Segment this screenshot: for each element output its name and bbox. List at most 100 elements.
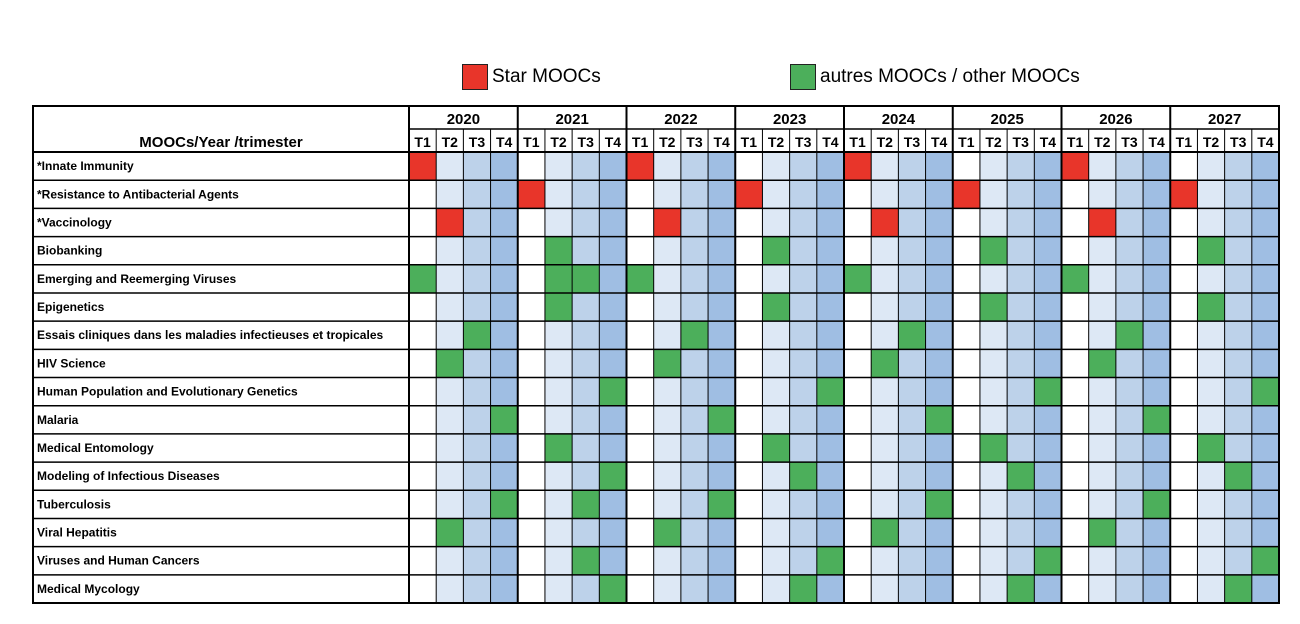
course-cell (1007, 574, 1035, 603)
year-label-2024: 2024 (882, 111, 916, 128)
course-cell (490, 490, 518, 519)
trimester-label: T4 (822, 134, 839, 150)
year-label-2022: 2022 (664, 111, 697, 128)
trimester-label: T1 (1176, 134, 1193, 150)
course-label: Viral Hepatitis (37, 526, 117, 540)
course-cell (789, 462, 817, 491)
course-cell (572, 490, 600, 519)
legend-swatch-other (790, 64, 816, 90)
course-cell (1061, 264, 1089, 293)
course-cell (1197, 236, 1225, 265)
course-cell (1251, 546, 1279, 575)
row-header: MOOCs/Year /trimester (139, 134, 303, 151)
course-cell (1088, 518, 1116, 547)
course-cell (544, 236, 573, 265)
course-cell (735, 180, 763, 209)
course-label: Malaria (37, 413, 79, 427)
course-cell (653, 349, 681, 378)
course-label: Epigenetics (37, 300, 105, 314)
course-cell (1061, 152, 1089, 181)
course-cell (844, 152, 872, 181)
course-label: HIV Science (37, 356, 106, 370)
legend-item-other: autres MOOCs / other MOOCs (790, 62, 1080, 92)
trimester-label: T2 (659, 134, 676, 150)
trimester-label: T2 (985, 134, 1002, 150)
course-label: Medical Mycology (37, 582, 140, 596)
course-label: Viruses and Human Cancers (37, 554, 200, 568)
year-label-2020: 2020 (447, 111, 480, 128)
course-cell (572, 546, 600, 575)
legend: Star MOOCs autres MOOCs / other MOOCs (0, 62, 1300, 94)
course-cell (1034, 546, 1062, 575)
course-cell (844, 264, 872, 293)
course-cell (1143, 405, 1171, 434)
trimester-label: T3 (578, 134, 595, 150)
year-label-2027: 2027 (1208, 111, 1241, 128)
course-cell (544, 292, 573, 322)
course-label: Biobanking (37, 244, 102, 258)
course-cell (1088, 208, 1116, 237)
course-cell (708, 405, 736, 434)
trimester-label: T4 (1040, 134, 1057, 150)
trimester-label: T3 (1230, 134, 1247, 150)
trimester-label: T4 (1148, 134, 1165, 150)
trimester-label: T4 (605, 134, 622, 150)
course-cell (789, 574, 817, 603)
course-cell (1034, 377, 1062, 406)
legend-label-star: Star MOOCs (492, 66, 601, 87)
trimester-label: T2 (877, 134, 894, 150)
trimester-label: T3 (469, 134, 486, 150)
course-cell (816, 546, 844, 575)
trimester-label: T1 (849, 134, 866, 150)
course-label: Medical Entomology (37, 441, 154, 455)
course-cell (925, 405, 953, 434)
course-label: Modeling of Infectious Diseases (37, 469, 220, 483)
trimester-label: T1 (958, 134, 975, 150)
course-cell (490, 405, 518, 434)
year-label-2025: 2025 (990, 111, 1023, 128)
year-label-2023: 2023 (773, 111, 806, 128)
course-cell (1088, 349, 1116, 378)
trimester-label: T3 (686, 134, 703, 150)
trimester-label: T2 (1094, 134, 1111, 150)
trimester-label: T2 (442, 134, 459, 150)
course-label: Emerging and Reemerging Viruses (37, 272, 236, 286)
trimester-label: T1 (1067, 134, 1084, 150)
trimester-label: T1 (414, 134, 431, 150)
legend-swatch-star (462, 64, 488, 90)
course-cell (436, 349, 464, 378)
table-border (32, 105, 1280, 604)
course-cell (544, 264, 573, 293)
trimester-label: T2 (1203, 134, 1220, 150)
course-cell (463, 321, 491, 350)
trimester-label: T4 (931, 134, 948, 150)
course-cell (544, 433, 573, 463)
course-cell (1115, 321, 1144, 350)
course-cell (871, 518, 899, 547)
course-cell (708, 490, 736, 519)
course-cell (952, 180, 980, 209)
course-cell (1197, 292, 1225, 322)
course-cell (979, 236, 1008, 265)
course-cell (626, 152, 654, 181)
course-cell (680, 321, 709, 350)
course-label: Human Population and Evolutionary Geneti… (37, 385, 298, 399)
course-cell (1197, 433, 1225, 463)
course-cell (436, 208, 464, 237)
trimester-label: T3 (795, 134, 812, 150)
course-label: Tuberculosis (37, 497, 111, 511)
course-cell (1170, 180, 1198, 209)
trimester-label: T3 (1013, 134, 1030, 150)
course-label: *Innate Immunity (37, 159, 134, 173)
trimester-label: T2 (768, 134, 785, 150)
course-label: *Vaccinology (37, 215, 112, 229)
course-cell (1143, 490, 1171, 519)
year-label-2026: 2026 (1099, 111, 1132, 128)
course-cell (599, 574, 627, 603)
course-cell (898, 321, 926, 350)
trimester-label: T2 (550, 134, 567, 150)
legend-label-other: autres MOOCs / other MOOCs (820, 66, 1080, 87)
course-cell (409, 152, 437, 181)
course-cell (979, 433, 1008, 463)
